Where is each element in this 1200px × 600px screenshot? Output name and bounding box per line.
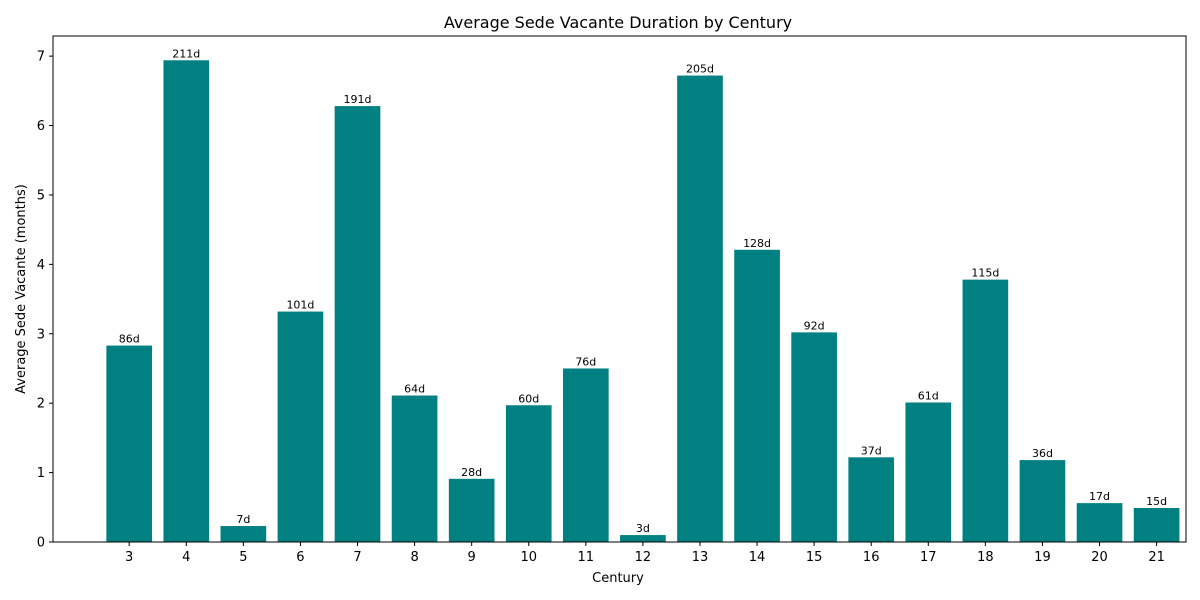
y-tick-label-6: 6 xyxy=(37,119,45,134)
data-label-century-5: 7d xyxy=(236,513,250,526)
data-label-century-4: 211d xyxy=(172,47,200,60)
x-tick-label-5: 5 xyxy=(239,550,247,565)
data-label-century-12: 3d xyxy=(636,522,650,535)
data-label-century-15: 92d xyxy=(804,319,825,332)
bar-century-17 xyxy=(905,402,952,542)
bar-century-11 xyxy=(562,368,609,542)
data-label-century-20: 17d xyxy=(1089,490,1110,503)
chart-title: Average Sede Vacante Duration by Century xyxy=(444,13,792,32)
data-label-century-17: 61d xyxy=(918,389,939,402)
x-tick-label-21: 21 xyxy=(1148,550,1165,565)
data-label-century-3: 86d xyxy=(119,333,140,346)
bar-century-13 xyxy=(677,75,723,542)
y-tick-label-3: 3 xyxy=(37,327,45,342)
x-tick-label-13: 13 xyxy=(692,550,709,565)
data-label-century-7: 191d xyxy=(344,93,372,106)
data-label-century-11: 76d xyxy=(575,355,596,368)
data-label-century-14: 128d xyxy=(743,237,771,250)
bar-century-10 xyxy=(505,405,552,542)
bar-century-18 xyxy=(962,279,1009,542)
x-axis-label: Century xyxy=(592,571,644,586)
data-label-century-21: 15d xyxy=(1146,495,1167,508)
x-tick-label-3: 3 xyxy=(125,550,133,565)
bar-century-3 xyxy=(106,345,153,542)
x-tick-label-17: 17 xyxy=(920,550,937,565)
y-tick-label-7: 7 xyxy=(37,50,45,65)
bar-century-6 xyxy=(277,311,324,542)
y-tick-label-5: 5 xyxy=(37,188,45,203)
x-tick-label-6: 6 xyxy=(296,550,304,565)
bar-century-5 xyxy=(220,526,267,542)
data-label-century-13: 205d xyxy=(686,63,714,76)
x-tick-label-16: 16 xyxy=(863,550,880,565)
bar-century-9 xyxy=(448,478,495,542)
data-label-century-16: 37d xyxy=(861,444,882,457)
x-tick-label-12: 12 xyxy=(635,550,652,565)
x-tick-label-14: 14 xyxy=(749,550,766,565)
plot-area: 86d3211d47d5101d6191d764d828d960d1076d11… xyxy=(37,35,1187,565)
y-tick-label-0: 0 xyxy=(37,536,45,551)
data-label-century-10: 60d xyxy=(518,392,539,405)
bar-century-4 xyxy=(163,60,210,542)
data-label-century-9: 28d xyxy=(461,466,482,479)
x-tick-label-7: 7 xyxy=(353,550,361,565)
data-label-century-8: 64d xyxy=(404,383,425,396)
x-tick-label-11: 11 xyxy=(578,550,595,565)
y-axis-label: Average Sede Vacante (months) xyxy=(14,184,29,394)
bar-century-21 xyxy=(1133,507,1180,542)
y-tick-label-4: 4 xyxy=(37,258,45,273)
data-label-century-19: 36d xyxy=(1032,447,1053,460)
bar-century-14 xyxy=(734,249,780,542)
plot-frame xyxy=(52,35,1187,543)
x-tick-label-9: 9 xyxy=(468,550,476,565)
bar-century-8 xyxy=(391,395,438,542)
x-tick-label-20: 20 xyxy=(1091,550,1108,565)
x-tick-label-15: 15 xyxy=(806,550,823,565)
bar-century-7 xyxy=(334,106,381,542)
bar-century-19 xyxy=(1019,460,1066,542)
data-label-century-18: 115d xyxy=(971,267,999,280)
data-label-century-6: 101d xyxy=(286,299,314,312)
bar-century-12 xyxy=(620,535,666,542)
x-tick-label-18: 18 xyxy=(977,550,994,565)
bar-century-20 xyxy=(1076,503,1123,542)
bar-century-15 xyxy=(791,332,837,542)
y-tick-label-1: 1 xyxy=(37,466,45,481)
x-tick-label-8: 8 xyxy=(410,550,418,565)
x-tick-label-4: 4 xyxy=(182,550,190,565)
x-tick-label-10: 10 xyxy=(520,550,537,565)
bar-century-16 xyxy=(848,457,895,542)
y-tick-label-2: 2 xyxy=(37,397,45,412)
x-tick-label-19: 19 xyxy=(1034,550,1051,565)
